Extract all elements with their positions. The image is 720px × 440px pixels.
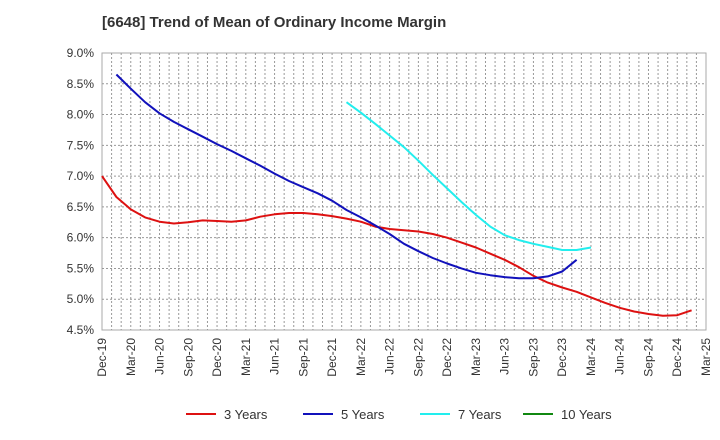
x-tick-label: Sep-20 bbox=[181, 338, 195, 377]
series-line-3 bbox=[345, 101, 592, 251]
y-tick-label: 6.0% bbox=[67, 231, 95, 245]
legend: 3 Years 5 Years 7 Years 10 Years bbox=[186, 407, 612, 422]
y-tick-label: 9.0% bbox=[67, 46, 95, 60]
legend-label-2: 5 Years bbox=[341, 407, 385, 422]
x-tick-label: Mar-21 bbox=[239, 338, 253, 376]
y-tick-label: 8.5% bbox=[67, 77, 95, 91]
legend-label-1: 3 Years bbox=[224, 407, 268, 422]
x-tick-label: Jun-23 bbox=[498, 338, 512, 375]
y-tick-label: 7.0% bbox=[67, 169, 95, 183]
x-tick-label: Sep-22 bbox=[411, 338, 425, 377]
grid-lines bbox=[102, 53, 706, 330]
x-tick-label: Dec-19 bbox=[95, 338, 109, 377]
legend-label-4: 10 Years bbox=[561, 407, 612, 422]
x-tick-label: Dec-23 bbox=[555, 338, 569, 377]
series-line-1 bbox=[101, 175, 692, 317]
x-tick-label: Mar-23 bbox=[469, 338, 483, 376]
y-axis-ticks: 4.5% 5.0% 5.5% 6.0% 6.5% 7.0% 7.5% 8.0% 8.5% 9.0% bbox=[67, 46, 95, 337]
x-tick-label: Jun-21 bbox=[268, 338, 282, 375]
x-tick-label: Jun-22 bbox=[383, 338, 397, 375]
x-axis-ticks: Dec-19 Mar-20 Jun-20 Sep-20 Dec-20 Mar-21 Jun-… bbox=[95, 338, 713, 377]
y-tick-label: 5.0% bbox=[67, 292, 95, 306]
x-tick-label: Jun-24 bbox=[613, 338, 627, 375]
x-tick-label: Dec-22 bbox=[440, 338, 454, 377]
x-tick-label: Mar-24 bbox=[584, 338, 598, 376]
y-tick-label: 8.0% bbox=[67, 108, 95, 122]
x-tick-label: Sep-21 bbox=[296, 338, 310, 377]
x-tick-label: Sep-24 bbox=[641, 338, 655, 377]
y-tick-label: 6.5% bbox=[67, 200, 95, 214]
y-tick-label: 4.5% bbox=[67, 323, 95, 337]
x-tick-label: Dec-20 bbox=[210, 338, 224, 377]
series-line-2 bbox=[115, 73, 578, 280]
plot-area bbox=[101, 52, 707, 331]
x-tick-label: Dec-21 bbox=[325, 338, 339, 377]
x-tick-label: Dec-24 bbox=[670, 338, 684, 377]
x-tick-label: Sep-23 bbox=[526, 338, 540, 377]
legend-label-3: 7 Years bbox=[458, 407, 502, 422]
y-tick-label: 5.5% bbox=[67, 261, 95, 275]
chart-title: [6648] Trend of Mean of Ordinary Income … bbox=[102, 14, 447, 31]
y-tick-label: 7.5% bbox=[67, 138, 95, 152]
x-tick-label: Mar-20 bbox=[124, 338, 138, 376]
x-tick-label: Mar-22 bbox=[354, 338, 368, 376]
x-tick-label: Jun-20 bbox=[153, 338, 167, 375]
x-tick-label: Mar-25 bbox=[699, 338, 713, 376]
series-lines bbox=[101, 73, 692, 317]
